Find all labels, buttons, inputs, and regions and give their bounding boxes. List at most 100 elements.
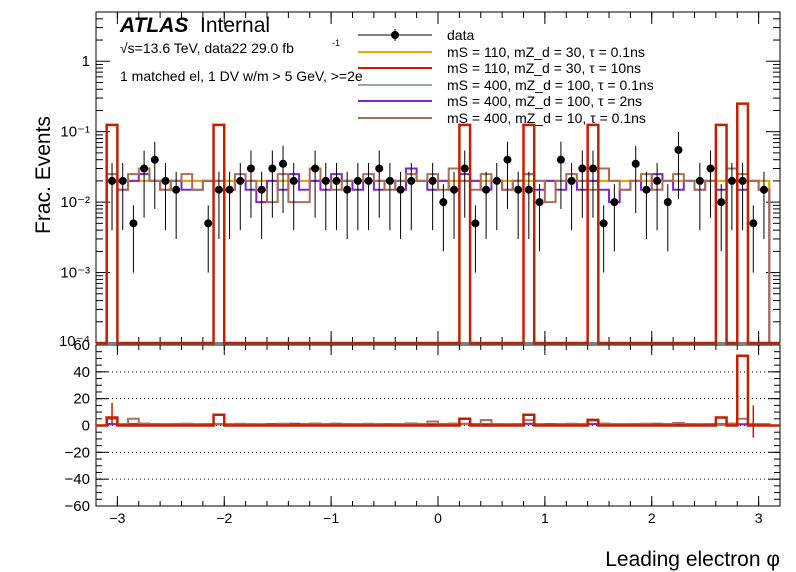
data-point (717, 198, 726, 207)
y-tick-label: 10⁻³ (60, 265, 90, 282)
legend-label-0: mS = 110, mZ_d = 30, τ = 0.1ns (447, 44, 645, 60)
data-point (610, 198, 619, 207)
x-axis-label: Leading electron φ (605, 548, 780, 571)
legend-label-4: mS = 400, mZ_d = 10, τ = 0.1ns (447, 110, 646, 126)
data-point (257, 185, 266, 194)
experiment-status: Internal (200, 14, 270, 37)
data-point (471, 219, 480, 228)
data-point (407, 176, 416, 185)
ratio-tick-label: 20 (73, 391, 90, 408)
data-point (653, 176, 662, 185)
legend-data-label: data (447, 27, 474, 43)
y-tick-label: 10⁻² (60, 194, 90, 211)
data-points (108, 131, 768, 273)
data-point (108, 176, 117, 185)
data-point (396, 185, 405, 194)
data-point (428, 176, 437, 185)
x-tick-label: 3 (755, 510, 763, 526)
ratio-series (96, 354, 780, 438)
ratio-tick-label: −20 (65, 444, 90, 461)
data-point (204, 219, 213, 228)
energy-lumi-text: √s=13.6 TeV, data22 29.0 fb -1 (120, 38, 340, 56)
data-point (279, 159, 288, 168)
data-point (663, 198, 672, 207)
ratio-tick-label: 60 (73, 337, 90, 354)
legend-label-2: mS = 400, mZ_d = 100, τ = 0.1ns (447, 77, 654, 93)
data-point (524, 185, 533, 194)
data-point (514, 185, 523, 194)
series-2-histogram (96, 179, 780, 344)
data-point (343, 185, 352, 194)
ratio-tick-label: 0 (82, 418, 90, 435)
y-tick-label: 10⁻¹ (60, 124, 90, 141)
data-point (738, 176, 747, 185)
data-point (599, 219, 608, 228)
data-point (631, 159, 640, 168)
data-point (118, 176, 127, 185)
data-point (759, 185, 768, 194)
series-3-histogram (96, 167, 780, 344)
data-point (588, 164, 597, 173)
data-point (172, 185, 181, 194)
data-point (385, 176, 394, 185)
data-point (642, 185, 651, 194)
data-point (268, 164, 277, 173)
legend-data-marker (391, 31, 399, 39)
ratio-tick-label: −60 (65, 498, 90, 515)
y-tick-label: 1 (82, 53, 90, 70)
series-4-histogram (96, 167, 780, 344)
data-point (556, 155, 565, 164)
data-point (225, 185, 234, 194)
axis-ticks: −3 −2 −1 0 1 2 3 1 10⁻¹ 10⁻² 10⁻³ 10⁻⁴60 40 20 0 −20 −40… (59, 11, 781, 526)
data-point (161, 176, 170, 185)
data-point (129, 219, 138, 228)
series-0-histogram (96, 179, 780, 344)
selection-text: 1 matched el, 1 DV w/m > 5 GeV, >=2e (120, 68, 363, 84)
legend-label-1: mS = 110, mZ_d = 30, τ = 10ns (447, 60, 641, 76)
x-tick-label: −1 (323, 510, 339, 526)
x-tick-label: 1 (541, 510, 549, 526)
series-1-histogram (96, 102, 780, 345)
ratio-tick-label: 40 (73, 364, 90, 381)
x-tick-label: 0 (434, 510, 442, 526)
data-point (450, 185, 459, 194)
data-point (695, 176, 704, 185)
data-point (236, 176, 245, 185)
data-point (567, 176, 576, 185)
data-point (482, 185, 491, 194)
data-point (311, 164, 320, 173)
energy-text: √s=13.6 TeV, data22 29.0 fb (120, 40, 294, 56)
data-point (460, 164, 469, 173)
data-point (706, 164, 715, 173)
data-point (749, 219, 758, 228)
x-tick-label: −2 (216, 510, 232, 526)
data-point (321, 176, 330, 185)
series-1-ratio (96, 354, 780, 427)
data-point (140, 164, 149, 173)
data-point (535, 198, 544, 207)
experiment-label: ATLAS (119, 14, 188, 37)
data-point (439, 198, 448, 207)
data-point (150, 155, 159, 164)
data-point (375, 164, 384, 173)
lumi-superscript: -1 (332, 38, 340, 48)
data-point (289, 176, 298, 185)
data-point (492, 176, 501, 185)
data-point (503, 155, 512, 164)
data-point (364, 176, 373, 185)
data-point (727, 176, 736, 185)
y-axis-label: Frac. Events (32, 116, 55, 234)
data-point (246, 164, 255, 173)
data-point (578, 164, 587, 173)
data-point (353, 176, 362, 185)
data-point (332, 176, 341, 185)
data-point (214, 185, 223, 194)
x-tick-label: 2 (648, 510, 656, 526)
data-point (674, 145, 683, 154)
legend-label-3: mS = 400, mZ_d = 100, τ = 2ns (447, 93, 642, 109)
histogram-series (96, 102, 780, 345)
x-tick-label: −3 (109, 510, 125, 526)
ratio-tick-label: −40 (65, 471, 90, 488)
